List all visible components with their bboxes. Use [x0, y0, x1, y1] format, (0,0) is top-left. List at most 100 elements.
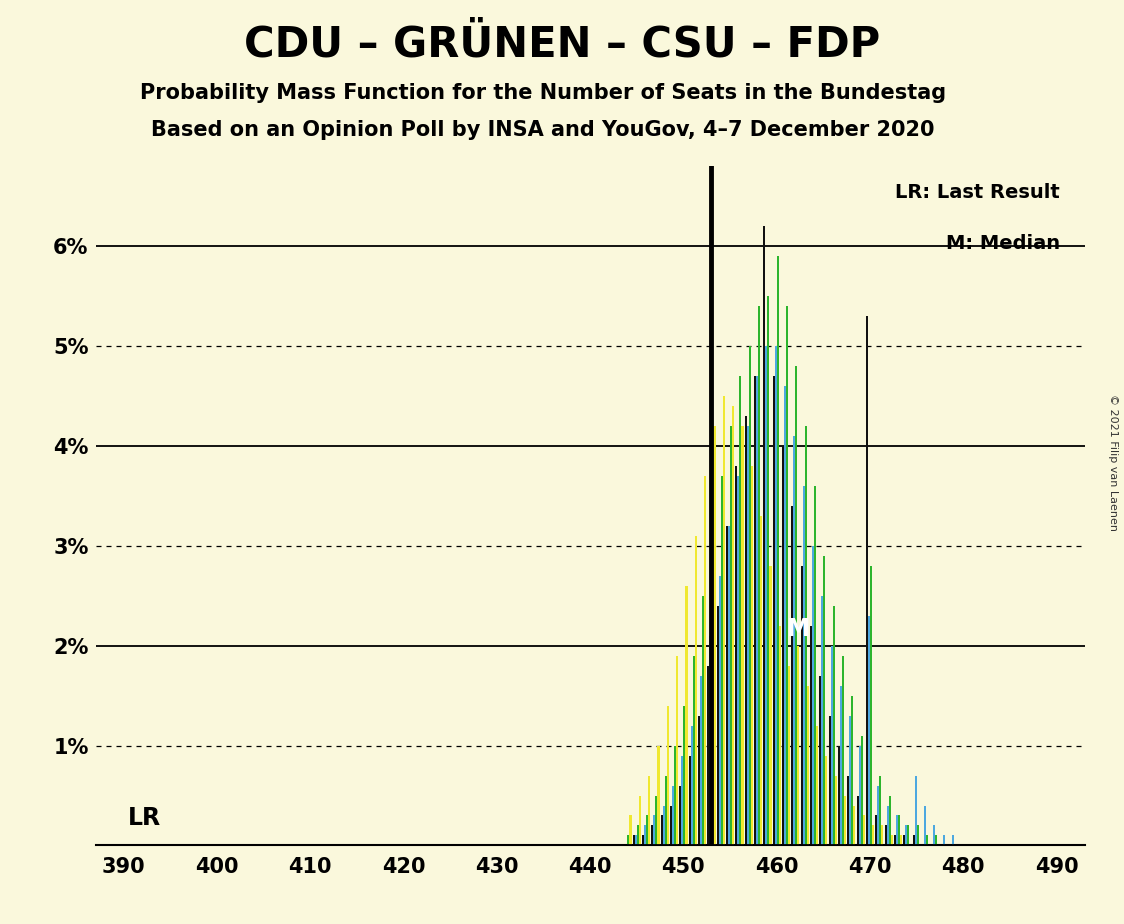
Bar	[905, 825, 907, 845]
Bar	[785, 386, 786, 845]
Bar	[915, 775, 917, 845]
Bar	[746, 426, 749, 845]
Bar	[674, 746, 677, 845]
Bar	[840, 686, 842, 845]
Bar	[658, 746, 660, 845]
Bar	[835, 775, 837, 845]
Bar	[690, 725, 692, 845]
Bar	[758, 306, 760, 845]
Bar	[627, 835, 629, 845]
Bar	[700, 675, 702, 845]
Text: M: M	[787, 616, 810, 640]
Bar	[803, 486, 805, 845]
Bar	[861, 736, 863, 845]
Bar	[900, 835, 903, 845]
Bar	[651, 825, 653, 845]
Bar	[672, 785, 674, 845]
Bar	[754, 376, 756, 845]
Bar	[683, 706, 686, 845]
Bar	[638, 796, 641, 845]
Bar	[812, 546, 814, 845]
Bar	[692, 656, 695, 845]
Bar	[756, 376, 758, 845]
Bar	[717, 606, 718, 845]
Bar	[677, 656, 678, 845]
Bar	[709, 636, 711, 845]
Bar	[702, 596, 704, 845]
Bar	[664, 775, 667, 845]
Bar	[763, 226, 765, 845]
Bar	[728, 526, 731, 845]
Bar	[681, 756, 683, 845]
Bar	[749, 346, 751, 845]
Bar	[742, 426, 743, 845]
Bar	[735, 466, 737, 845]
Bar	[653, 816, 655, 845]
Bar	[850, 715, 851, 845]
Bar	[887, 806, 889, 845]
Bar	[779, 626, 781, 845]
Text: LR: LR	[128, 807, 162, 831]
Bar	[881, 825, 883, 845]
Bar	[816, 725, 818, 845]
Bar	[878, 785, 879, 845]
Bar	[814, 486, 816, 845]
Bar	[788, 665, 790, 845]
Bar	[805, 426, 807, 845]
Text: Based on an Opinion Poll by INSA and YouGov, 4–7 December 2020: Based on an Opinion Poll by INSA and You…	[151, 120, 935, 140]
Bar	[794, 436, 796, 845]
Bar	[760, 516, 762, 845]
Text: Probability Mass Function for the Number of Seats in the Bundestag: Probability Mass Function for the Number…	[139, 83, 946, 103]
Bar	[847, 775, 850, 845]
Bar	[890, 835, 892, 845]
Bar	[885, 825, 887, 845]
Bar	[796, 366, 797, 845]
Bar	[856, 796, 859, 845]
Bar	[868, 615, 870, 845]
Bar	[732, 406, 734, 845]
Bar	[825, 756, 827, 845]
Bar	[642, 835, 644, 845]
Bar	[744, 416, 746, 845]
Bar	[737, 476, 740, 845]
Bar	[935, 835, 937, 845]
Bar	[774, 346, 777, 845]
Bar	[723, 396, 725, 845]
Bar	[904, 835, 905, 845]
Bar	[740, 376, 742, 845]
Bar	[720, 476, 723, 845]
Bar	[824, 556, 825, 845]
Bar	[649, 775, 650, 845]
Bar	[952, 835, 954, 845]
Bar	[879, 775, 881, 845]
Bar	[635, 835, 637, 845]
Bar	[876, 816, 878, 845]
Bar	[859, 746, 861, 845]
Bar	[907, 825, 909, 845]
Bar	[924, 806, 926, 845]
Bar	[770, 565, 771, 845]
Bar	[679, 785, 681, 845]
Bar	[819, 675, 822, 845]
Bar	[896, 816, 898, 845]
Bar	[768, 297, 770, 845]
Bar	[782, 446, 785, 845]
Bar	[661, 816, 663, 845]
Bar	[751, 466, 753, 845]
Bar	[670, 806, 672, 845]
Bar	[844, 796, 846, 845]
Bar	[810, 626, 812, 845]
Bar	[894, 835, 896, 845]
Bar	[898, 816, 900, 845]
Bar	[711, 536, 714, 845]
Bar	[863, 816, 864, 845]
Bar	[731, 426, 732, 845]
Bar	[786, 306, 788, 845]
Bar	[663, 806, 664, 845]
Bar	[698, 715, 700, 845]
Bar	[865, 316, 868, 845]
Text: M: Median: M: Median	[945, 235, 1060, 253]
Bar	[872, 825, 874, 845]
Bar	[828, 715, 831, 845]
Bar	[822, 596, 824, 845]
